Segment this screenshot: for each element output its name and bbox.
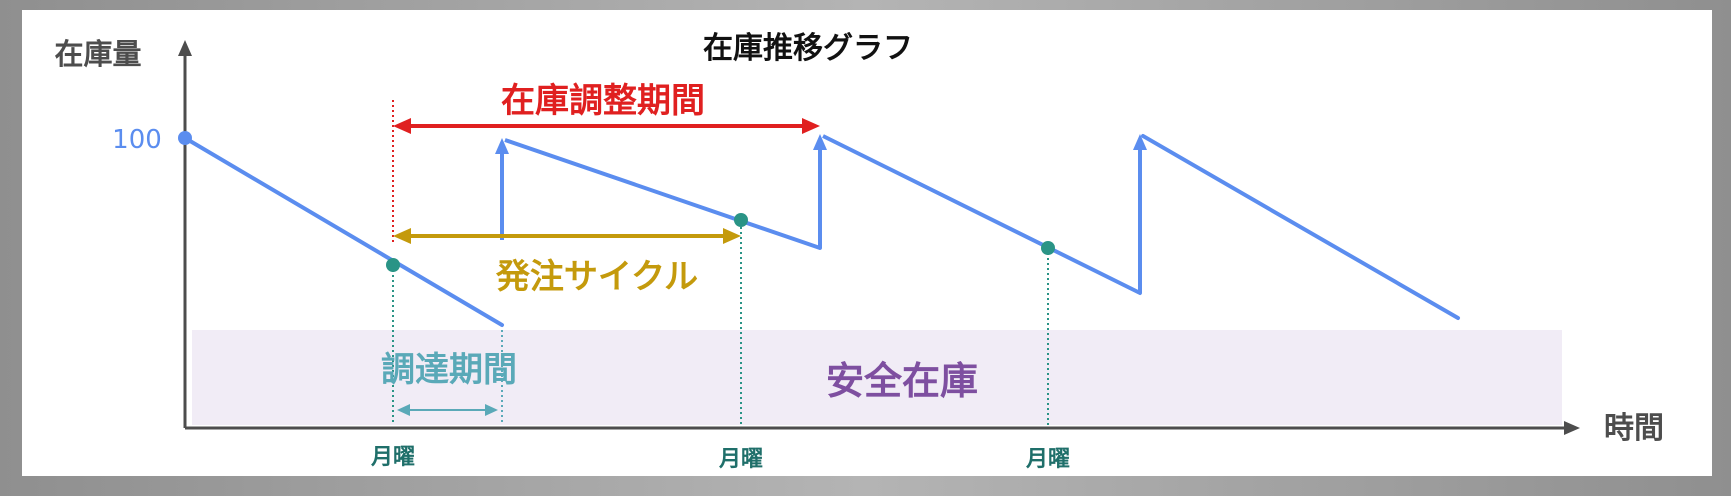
x-tick-label: 月曜 [718, 447, 763, 472]
arrow-left-icon [393, 118, 411, 134]
x-axis-label: 時間 [1604, 411, 1664, 446]
replenish-arrow-icon [813, 134, 827, 150]
replenish-arrow-icon [495, 138, 509, 154]
arrow-right-icon [485, 404, 498, 416]
arrow-left-icon [397, 404, 410, 416]
inventory-decline-3 [822, 134, 1142, 295]
inventory-decline-4 [1141, 134, 1460, 320]
y-axis-label: 在庫量 [54, 37, 141, 71]
diagram-title: 在庫推移グラフ [703, 31, 913, 66]
arrow-right-icon [723, 228, 741, 244]
inventory-decline-2 [504, 138, 822, 250]
safety-stock-label: 安全在庫 [826, 359, 978, 403]
y-tick-label: 100 [112, 125, 162, 155]
adjustment-period-label: 在庫調整期間 [501, 81, 705, 121]
start-point [178, 131, 192, 145]
arrow-left-icon [393, 228, 411, 244]
arrow-right-icon [802, 118, 820, 134]
order-point-1 [386, 258, 400, 272]
x-axis-arrow-icon [1564, 421, 1580, 435]
inventory-decline-1 [183, 136, 504, 327]
y-axis-arrow-icon [178, 40, 192, 56]
x-tick-label: 月曜 [370, 445, 415, 470]
x-tick-label: 月曜 [1025, 447, 1070, 472]
order-point-3 [1041, 241, 1055, 255]
replenish-arrow-icon [1133, 134, 1147, 150]
lead-time-label: 調達期間 [381, 350, 517, 390]
order-point-2 [734, 213, 748, 227]
order-cycle-label: 発注サイクル [496, 257, 698, 297]
